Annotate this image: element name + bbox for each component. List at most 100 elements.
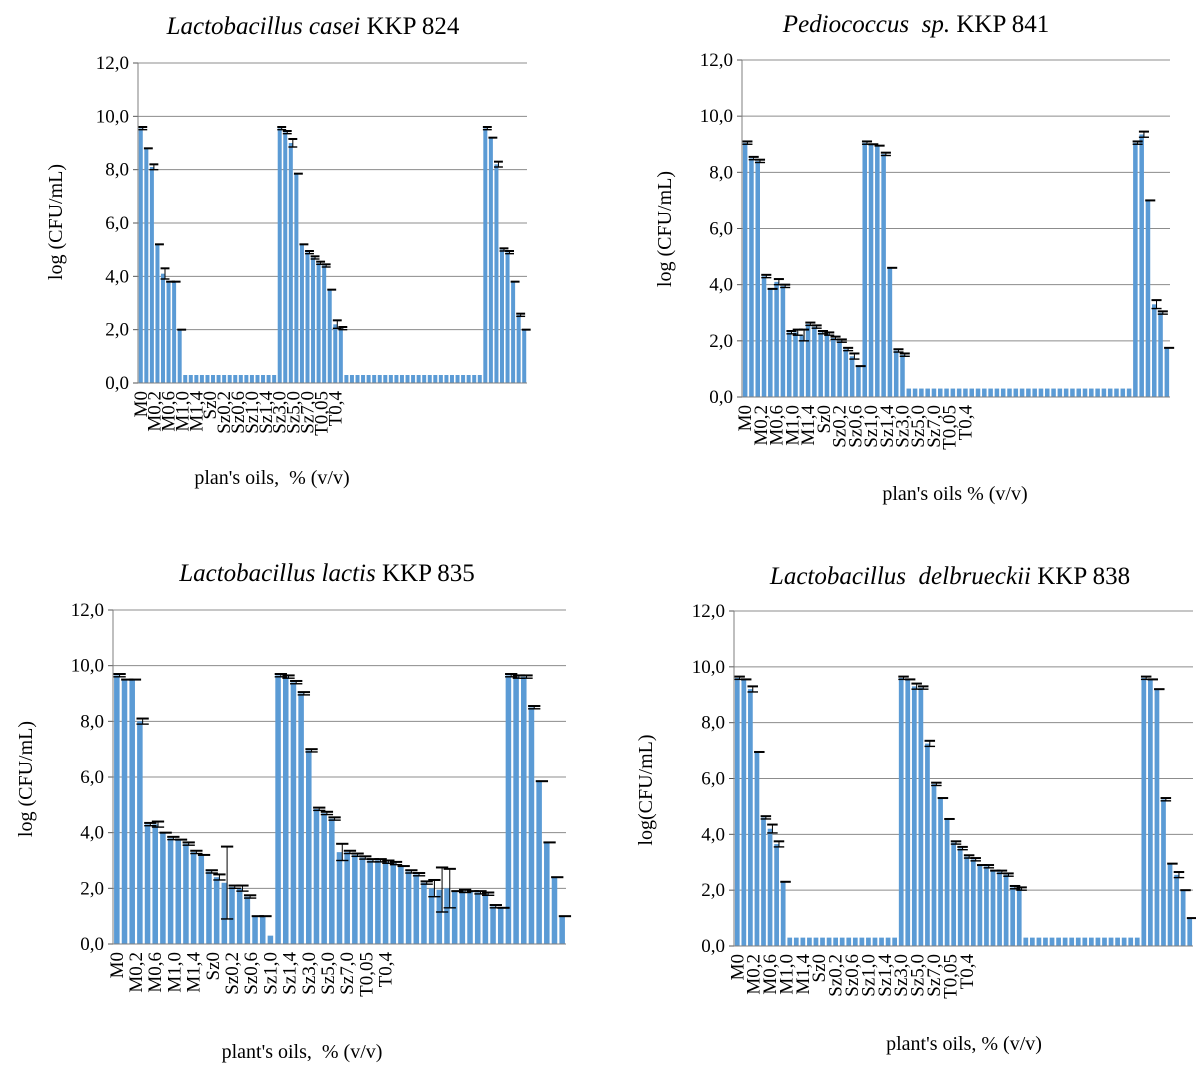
bar — [1032, 388, 1037, 397]
bar — [544, 842, 550, 944]
x-tick-label: M0 — [107, 952, 128, 978]
bar — [793, 937, 799, 947]
bar — [1016, 888, 1022, 946]
y-tick-labels: 0,0 2,0 4,0 6,0 8,0 10,0 12,0 — [692, 601, 725, 957]
y-tick-label: 2,0 — [709, 331, 733, 352]
x-tick-label: Sz5,0 — [908, 405, 929, 448]
bar — [1133, 142, 1138, 397]
error-bar — [338, 326, 348, 331]
error-bar — [786, 330, 797, 335]
bar — [405, 375, 410, 383]
bar — [807, 937, 812, 947]
bar — [166, 281, 171, 383]
bar — [477, 375, 482, 383]
bar — [911, 686, 917, 947]
bar — [956, 388, 962, 397]
error-bar — [435, 866, 449, 913]
bar — [466, 375, 471, 383]
error-bar — [310, 255, 320, 260]
x-tick-label: Sz1,4 — [280, 952, 301, 995]
bar — [175, 839, 182, 945]
bar — [879, 937, 884, 947]
bar — [305, 252, 310, 383]
error-bar — [893, 348, 904, 353]
error-bar — [742, 140, 753, 145]
bar — [227, 375, 232, 383]
x-tick-label: Sz5,0 — [284, 391, 305, 434]
bar — [1029, 937, 1035, 947]
bar — [887, 267, 893, 397]
bar — [919, 388, 924, 397]
x-tick-label: M0,6 — [767, 405, 788, 446]
bar — [211, 375, 216, 383]
y-tick-label: 6,0 — [701, 769, 725, 790]
bar — [988, 388, 993, 397]
bar — [152, 824, 158, 944]
y-tick-label: 4,0 — [701, 824, 725, 845]
bar — [336, 852, 343, 944]
y-tick-label: 0,0 — [80, 934, 104, 955]
bar — [1036, 937, 1042, 947]
bar — [734, 678, 740, 946]
bar — [1114, 388, 1119, 397]
bar — [511, 281, 516, 383]
bar — [1139, 134, 1144, 398]
bar — [238, 375, 243, 383]
bar — [349, 375, 354, 383]
bar — [1167, 863, 1173, 946]
error-bar — [182, 841, 195, 846]
x-tick-labels: M0M0,2M0,6M1,0M1,4Sz0Sz0,2Sz0,6Sz1,0Sz1,… — [735, 405, 976, 450]
gridlines — [742, 59, 1170, 342]
error-bar — [1157, 310, 1168, 315]
bar — [172, 281, 177, 383]
error-bar — [236, 884, 249, 892]
x-tick-label: M1,4 — [184, 952, 205, 993]
bar — [521, 676, 527, 944]
bar — [167, 838, 174, 944]
bar — [528, 707, 535, 944]
bar — [422, 375, 427, 383]
bar — [837, 340, 842, 397]
x-tick-label: Sz3,0 — [299, 952, 320, 995]
x-tick-label: M0 — [727, 954, 748, 980]
error-bar — [799, 328, 810, 342]
error-bar — [849, 352, 860, 360]
y-tick-label: 12,0 — [700, 50, 733, 71]
y-tick-label: 6,0 — [105, 213, 129, 234]
bar — [824, 333, 830, 397]
x-tick-label: Sz7,0 — [924, 405, 945, 448]
bar — [467, 891, 473, 944]
bar — [559, 916, 565, 944]
bar — [472, 375, 477, 383]
bar — [843, 349, 849, 397]
bar — [311, 257, 316, 383]
bar — [938, 798, 943, 946]
bar — [282, 676, 289, 944]
bar — [856, 366, 861, 397]
bar — [536, 781, 542, 944]
error-bar — [1173, 871, 1185, 879]
x-tick-label: Sz0,2 — [830, 405, 851, 448]
bar — [1158, 312, 1163, 397]
bar — [1043, 937, 1048, 947]
bar — [416, 375, 421, 383]
x-tick-labels: M0M0,2M0,6M1,0M1,4Sz0Sz0,2Sz0,6Sz1,0Sz1,… — [107, 952, 397, 997]
bar — [137, 721, 143, 944]
bar — [494, 164, 499, 383]
error-bar — [811, 324, 822, 329]
error-bar — [277, 126, 287, 131]
error-bar — [970, 857, 981, 862]
bar — [221, 882, 228, 944]
bar — [313, 809, 320, 944]
x-tick-label: M1,0 — [777, 954, 798, 995]
bar — [249, 375, 254, 383]
bar — [975, 388, 981, 397]
bar — [1164, 347, 1170, 397]
error-bar — [505, 250, 514, 255]
x-tick-label: Sz1,4 — [256, 391, 277, 434]
x-tick-labels: M0M0,2M0,6M1,0M1,4Sz0Sz0,2Sz0,6Sz1,0Sz1,… — [131, 391, 346, 436]
error-bar — [824, 331, 835, 336]
error-bar — [443, 867, 456, 909]
bar — [277, 128, 282, 383]
error-bar — [320, 810, 334, 816]
